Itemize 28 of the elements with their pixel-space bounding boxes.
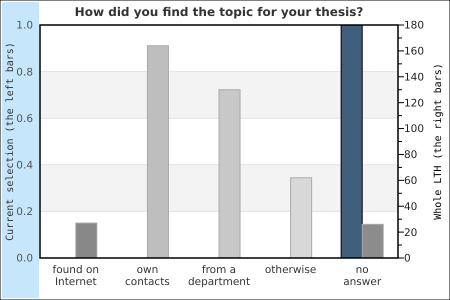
y2-tick-label: 100	[404, 123, 424, 136]
y-tick-label: 1.0	[16, 20, 33, 32]
y2-tick-label: 40	[404, 200, 418, 213]
y-tick-label: 0.0	[16, 252, 33, 265]
y2-tick-label: 80	[404, 149, 418, 162]
y2-tick-label: 160	[404, 46, 424, 58]
x-tick-label: otherwise	[264, 264, 316, 276]
y2-tick-label: 0	[404, 252, 411, 265]
bar	[146, 45, 169, 258]
y-tick-label: 0.4	[16, 159, 34, 172]
y-axis-title: Current selection (the left bars)	[5, 42, 16, 241]
y2-tick-label: 120	[404, 97, 424, 110]
y2-tick-label: 60	[404, 175, 418, 188]
bar	[218, 89, 241, 258]
y2-axis-title: Whole LTH (the right bars)	[433, 63, 444, 220]
chart-title: How did you find the topic for your thesis?	[74, 5, 364, 19]
x-tick-label: no answer	[343, 264, 382, 288]
bar	[362, 224, 384, 258]
y2-tick-label: 180	[404, 20, 424, 32]
y-tick-label: 0.2	[16, 206, 33, 218]
bar	[75, 222, 98, 258]
y2-tick-label: 20	[404, 226, 418, 239]
y-tick-label: 0.8	[16, 66, 33, 78]
x-tick-label: found on Internet	[52, 264, 100, 288]
x-tick-label: from a department	[188, 264, 250, 288]
y-tick-label: 0.6	[16, 112, 34, 125]
x-tick-label: own contacts	[125, 264, 170, 288]
y2-tick-label: 140	[404, 71, 424, 84]
